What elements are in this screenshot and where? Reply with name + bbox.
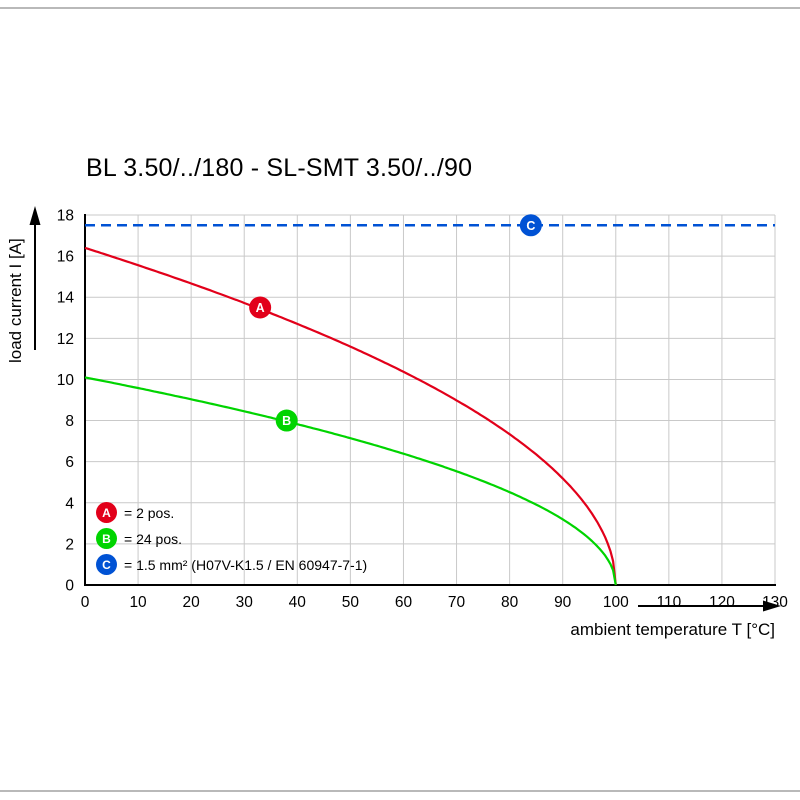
x-tick-label: 130 xyxy=(762,594,788,611)
legend-label-a: = 2 pos. xyxy=(124,504,175,521)
legend-label-b: = 24 pos. xyxy=(124,530,182,547)
x-tick-label: 100 xyxy=(603,594,629,611)
y-tick-label: 16 xyxy=(57,249,74,266)
marker-letter-b: B xyxy=(282,414,291,428)
marker-b-icon xyxy=(275,409,298,432)
marker-letter-a: A xyxy=(256,301,265,315)
x-axis-arrow-icon xyxy=(638,600,781,612)
y-tick-label: 0 xyxy=(65,578,74,595)
page-border-bottom xyxy=(0,790,800,792)
legend-item-c: C = 1.5 mm² (H07V-K1.5 / EN 60947-7-1) xyxy=(96,554,367,575)
x-tick-label: 70 xyxy=(448,594,466,611)
x-tick-label: 10 xyxy=(129,594,147,611)
curve-a xyxy=(84,246,617,586)
x-tick-label: 80 xyxy=(501,594,519,611)
marker-a-icon xyxy=(249,296,272,319)
x-tick-label: 60 xyxy=(395,594,413,611)
legend-badge-b: B xyxy=(96,528,117,549)
legend-label-c: = 1.5 mm² (H07V-K1.5 / EN 60947-7-1) xyxy=(124,556,368,573)
legend-item-a: A = 2 pos. xyxy=(96,502,367,523)
x-tick-label: 40 xyxy=(289,594,307,611)
page-border-top xyxy=(0,7,800,9)
legend: A = 2 pos. B = 24 pos. C = 1.5 mm² (H07V… xyxy=(96,502,367,580)
legend-badge-c: C xyxy=(96,554,117,575)
legend-item-b: B = 24 pos. xyxy=(96,528,367,549)
chart-title: BL 3.50/../180 - SL-SMT 3.50/../90 xyxy=(86,154,473,182)
legend-badge-a: A xyxy=(96,502,117,523)
x-tick-label: 90 xyxy=(554,594,572,611)
y-tick-label: 10 xyxy=(57,372,75,389)
y-tick-label: 4 xyxy=(65,495,74,512)
x-tick-label: 30 xyxy=(236,594,254,611)
y-tick-label: 2 xyxy=(65,536,74,553)
x-tick-label: 0 xyxy=(81,594,90,611)
y-tick-label: 8 xyxy=(65,413,74,430)
y-axis-arrow-icon xyxy=(29,206,41,350)
marker-c-icon xyxy=(519,214,542,237)
x-tick-label: 120 xyxy=(709,594,735,611)
x-axis-label: ambient temperature T [°C] xyxy=(570,620,775,639)
y-tick-label: 18 xyxy=(57,208,74,225)
x-tick-label: 50 xyxy=(342,594,360,611)
y-tick-label: 6 xyxy=(65,454,74,471)
y-tick-label: 12 xyxy=(57,331,74,348)
x-tick-label: 20 xyxy=(183,594,201,611)
curve-b xyxy=(84,376,617,586)
x-tick-label: 110 xyxy=(656,594,681,611)
y-tick-label: 14 xyxy=(57,290,75,307)
marker-letter-c: C xyxy=(526,219,535,233)
